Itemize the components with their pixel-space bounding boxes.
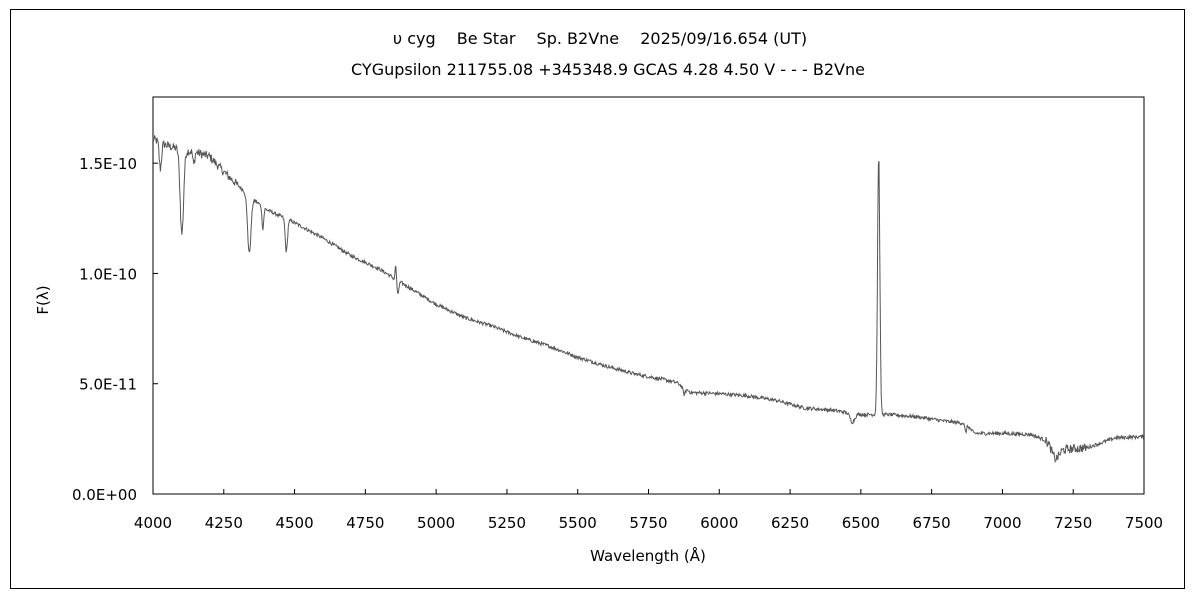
x-axis-label: Wavelength (Å) (590, 546, 706, 565)
x-tick-label: 4000 (134, 514, 172, 532)
x-tick-label: 6250 (771, 514, 809, 532)
chart-title: υ cyg Be Star Sp. B2Vne 2025/09/16.654 (… (393, 29, 807, 48)
y-axis: 0.0E+00 5.0E-11 1.0E-10 1.5E-10 (72, 155, 158, 504)
x-tick-label: 5250 (488, 514, 526, 532)
x-tick-label: 7500 (1125, 514, 1163, 532)
x-tick-label: 4750 (346, 514, 384, 532)
x-tick-label: 7250 (1054, 514, 1092, 532)
x-tick-label: 6000 (700, 514, 738, 532)
y-tick-label: 1.0E-10 (79, 265, 137, 283)
y-tick-label: 5.0E-11 (79, 376, 137, 394)
y-axis-label: F(λ) (34, 285, 52, 314)
x-tick-label: 4250 (205, 514, 243, 532)
x-tick-label: 5000 (417, 514, 455, 532)
x-tick-label: 5750 (629, 514, 667, 532)
chart-subtitle: CYGupsilon 211755.08 +345348.9 GCAS 4.28… (351, 60, 865, 79)
x-tick-label: 7000 (983, 514, 1021, 532)
x-tick-label: 6500 (842, 514, 880, 532)
chart-frame (10, 9, 1185, 589)
y-tick-label: 0.0E+00 (72, 486, 137, 504)
x-tick-label: 5500 (559, 514, 597, 532)
x-tick-label: 4500 (275, 514, 313, 532)
x-axis: 4000 4250 4500 4750 5000 5250 5500 5750 6000 6250… (134, 489, 1163, 532)
y-tick-label: 1.5E-10 (79, 155, 137, 173)
x-tick-label: 6750 (913, 514, 951, 532)
spectrum-series-line (152, 135, 1145, 464)
